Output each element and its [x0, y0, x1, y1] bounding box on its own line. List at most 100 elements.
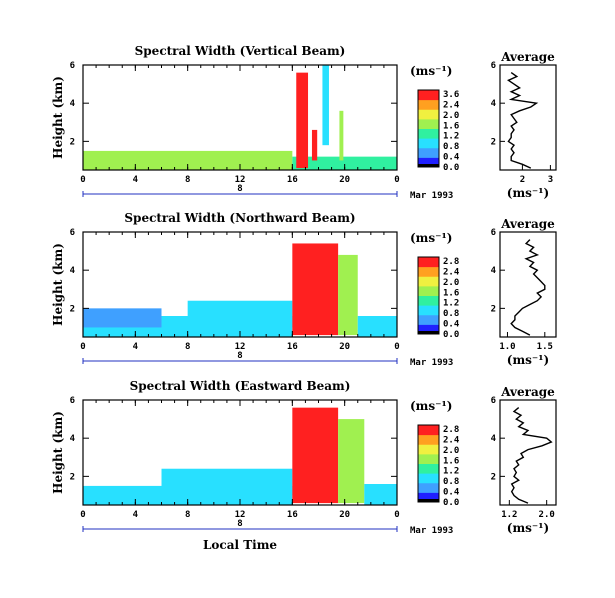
- colorbar-swatch: [418, 109, 439, 120]
- average-y-tick-label: 6: [491, 61, 496, 71]
- x-tick-label: 0: [80, 510, 85, 520]
- colorbar-zero-band: [418, 164, 439, 167]
- average-x-tick-label: 1.2: [501, 510, 517, 520]
- x-tick-label: 0: [394, 510, 399, 520]
- colorbar-swatch: [418, 285, 439, 296]
- average-title: Average: [500, 385, 555, 399]
- colorbar-swatch: [418, 473, 439, 484]
- heatmap-cell: [296, 72, 309, 169]
- heatmap-cell: [292, 407, 339, 504]
- colorbar-swatch: [418, 266, 439, 277]
- average-y-tick-label: 4: [491, 99, 497, 109]
- x-tick-label: 0: [80, 342, 85, 352]
- date-day-label: 8: [237, 351, 242, 361]
- heatmap-cell: [292, 156, 397, 170]
- colorbar-tick-label: 2.4: [443, 435, 460, 445]
- y-tick-label: 2: [70, 137, 75, 147]
- average-x-tick-label: 2.0: [539, 510, 555, 520]
- heatmap-cell: [364, 484, 397, 505]
- average-y-tick-label: 2: [491, 304, 496, 314]
- x-tick-label: 0: [394, 175, 399, 185]
- x-tick-label: 4: [133, 342, 139, 352]
- y-tick-label: 4: [70, 99, 76, 109]
- average-y-tick-label: 6: [491, 228, 496, 238]
- colorbar-zero-band: [418, 331, 439, 334]
- date-label: Mar 1993: [410, 191, 453, 201]
- colorbar-swatch: [418, 257, 439, 268]
- colorbar-frame: [417, 256, 440, 335]
- average-y-tick-label: 2: [491, 472, 496, 482]
- x-tick-label: 12: [235, 175, 246, 185]
- average-y-tick-label: 4: [491, 434, 497, 444]
- y-axis-label: Height (km): [51, 76, 65, 159]
- colorbar-tick-label: 1.6: [443, 121, 459, 131]
- date-day-label: 8: [237, 184, 242, 194]
- average-x-label: (ms⁻¹): [507, 186, 549, 200]
- average-frame: [499, 231, 557, 338]
- x-axis-label: Local Time: [203, 538, 277, 552]
- y-tick-label: 2: [70, 472, 75, 482]
- colorbar-tick-label: 0.8: [443, 142, 459, 152]
- colorbar-swatch: [418, 295, 439, 306]
- heatmap-cell: [187, 300, 293, 328]
- colorbar-tick-label: 1.6: [443, 288, 459, 298]
- colorbar-tick-label: 0.0: [443, 498, 459, 508]
- heatmap-cells: [83, 65, 397, 170]
- colorbar-unit: (ms⁻¹): [410, 64, 452, 78]
- colorbar-swatch: [418, 453, 439, 464]
- colorbar-tick-label: 0.4: [443, 153, 460, 163]
- colorbar-swatch: [418, 118, 439, 129]
- colorbar-tick-label: 0.8: [443, 309, 459, 319]
- date-label: Mar 1993: [410, 526, 453, 536]
- colorbar: (ms⁻¹) 3.62.42.01.61.20.80.40.0: [410, 64, 460, 173]
- colorbar-unit: (ms⁻¹): [410, 231, 452, 245]
- heatmap-cell: [161, 468, 293, 496]
- colorbar-tick-label: 1.6: [443, 456, 459, 466]
- heatmap-cell: [357, 316, 397, 337]
- colorbar-tick-label: 0.4: [443, 320, 460, 330]
- y-axis-label: Height (km): [51, 411, 65, 494]
- colorbar-swatch: [418, 434, 439, 445]
- colorbar: (ms⁻¹) 2.82.42.01.61.20.80.40.0: [410, 231, 460, 340]
- colorbar-tick-label: 2.8: [443, 425, 459, 435]
- colorbar-swatch: [418, 157, 439, 168]
- colorbar-tick-label: 2.0: [443, 278, 459, 288]
- heatmap-cell: [83, 308, 162, 328]
- colorbar-swatch: [418, 482, 439, 493]
- average-y-tick-label: 4: [491, 266, 497, 276]
- x-tick-label: 16: [287, 510, 298, 520]
- colorbar: (ms⁻¹) 2.82.42.01.61.20.80.40.0: [410, 399, 460, 508]
- y-tick-label: 6: [70, 396, 75, 406]
- x-tick-label: 8: [185, 510, 190, 520]
- colorbar-tick-label: 2.8: [443, 257, 459, 267]
- colorbar-tick-label: 2.4: [443, 100, 460, 110]
- y-tick-label: 6: [70, 228, 75, 238]
- colorbar-tick-label: 2.4: [443, 267, 460, 277]
- colorbar-zero-band: [418, 499, 439, 502]
- panel-title: Spectral Width (Vertical Beam): [135, 44, 346, 58]
- x-tick-label: 0: [394, 342, 399, 352]
- y-tick-label: 4: [70, 266, 76, 276]
- x-tick-label: 20: [339, 175, 350, 185]
- average-profile: Average 2 4 6 2 3(ms⁻¹): [491, 50, 557, 200]
- heatmap-cells: [83, 243, 397, 337]
- colorbar-tick-label: 0.4: [443, 488, 460, 498]
- average-title: Average: [500, 50, 555, 64]
- colorbar-swatch: [418, 128, 439, 139]
- panel-1: Spectral Width (Vertical Beam)0 4 8 12 16 20 0…: [51, 44, 557, 201]
- x-tick-label: 8: [185, 175, 190, 185]
- colorbar-tick-label: 1.2: [443, 132, 459, 142]
- colorbar-tick-label: 2.0: [443, 446, 459, 456]
- average-profile-line: [510, 407, 553, 504]
- heatmap-cell: [338, 419, 365, 504]
- colorbar-tick-label: 0.0: [443, 330, 459, 340]
- colorbar-tick-label: 1.2: [443, 299, 459, 309]
- date-label: Mar 1993: [410, 358, 453, 368]
- y-axis-label: Height (km): [51, 243, 65, 326]
- average-frame: [499, 399, 557, 506]
- average-y-tick-label: 6: [491, 396, 496, 406]
- colorbar-frame: [417, 89, 440, 168]
- colorbar-unit: (ms⁻¹): [410, 399, 452, 413]
- heatmap-cell: [292, 243, 339, 336]
- panel-title: Spectral Width (Northward Beam): [124, 211, 355, 225]
